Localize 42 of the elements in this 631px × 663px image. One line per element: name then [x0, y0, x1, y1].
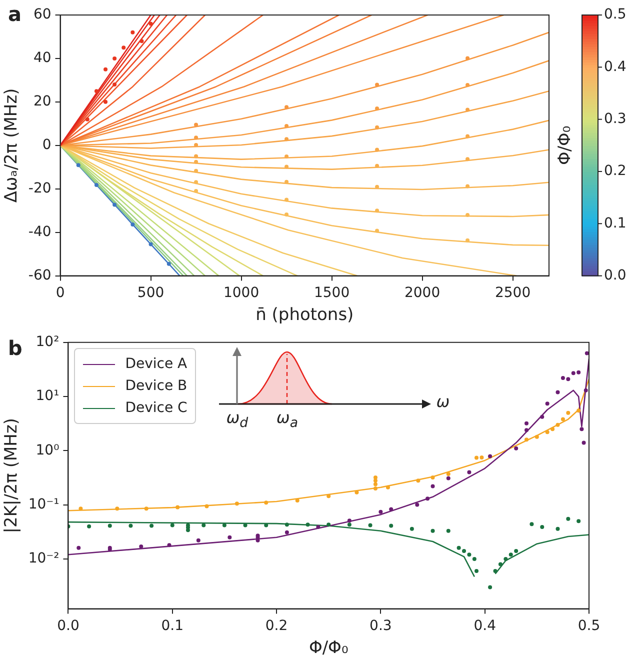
x-tick-label: 0.5 — [578, 618, 600, 634]
y-axis-title: |2K|/2π (MHz) — [2, 418, 22, 534]
y-tick-label: 40 — [33, 50, 52, 66]
annotation: ω$_{d}$ — [226, 408, 248, 432]
y-tick-label: 20 — [33, 94, 52, 110]
chart-title: b — [8, 336, 22, 360]
y-tick-label: 10⁻² — [28, 550, 60, 567]
annotation: ω$_{a}$ — [276, 408, 298, 432]
y-tick-label: 10⁰ — [36, 442, 60, 458]
color-bar-label: 0.5 — [604, 6, 626, 23]
x-tick-label: 1500 — [314, 284, 350, 301]
legend-label: Device A — [125, 356, 188, 372]
x-tick-label: 0.1 — [161, 618, 184, 634]
y-tick-label: 10¹ — [36, 388, 60, 404]
x-axis-title: Φ/Φ₀ — [308, 638, 348, 658]
y-tick-label: 10⁻¹ — [28, 496, 60, 512]
legend-label: Device B — [125, 378, 188, 394]
x-axis-title: n̄ (photons) — [256, 305, 354, 326]
color-bar-label: 0.0 — [604, 267, 626, 284]
x-tick-label: 0.2 — [265, 618, 288, 634]
x-tick-label: 1000 — [223, 284, 260, 301]
color-bar-label: 0.2 — [604, 163, 626, 180]
color-bar-label: 0.3 — [604, 110, 626, 127]
legend-label: Device C — [125, 400, 188, 416]
x-tick-label: 2000 — [404, 284, 440, 301]
y-tick-label: -20 — [28, 180, 52, 197]
x-tick-label: 2500 — [494, 284, 531, 301]
color-bar-label: 0.4 — [604, 58, 626, 75]
color-bar-title: Φ/Φ₀ — [554, 126, 575, 166]
x-tick-label: 0.3 — [370, 618, 392, 634]
chart-title: a — [8, 2, 22, 26]
y-tick-label: -60 — [28, 267, 52, 284]
y-tick-label: 60 — [33, 6, 52, 23]
color-bar-label: 0.1 — [604, 215, 626, 232]
y-tick-label: -40 — [28, 224, 52, 240]
annotation: ω — [436, 392, 450, 412]
y-tick-label: 0 — [42, 137, 52, 154]
x-tick-label: 0.4 — [474, 618, 496, 634]
y-tick-label: 10² — [36, 334, 60, 350]
x-tick-label: 0.0 — [57, 618, 80, 634]
y-axis-title: Δωₐ/2π (MHz) — [2, 88, 22, 203]
x-tick-label: 500 — [137, 284, 164, 301]
